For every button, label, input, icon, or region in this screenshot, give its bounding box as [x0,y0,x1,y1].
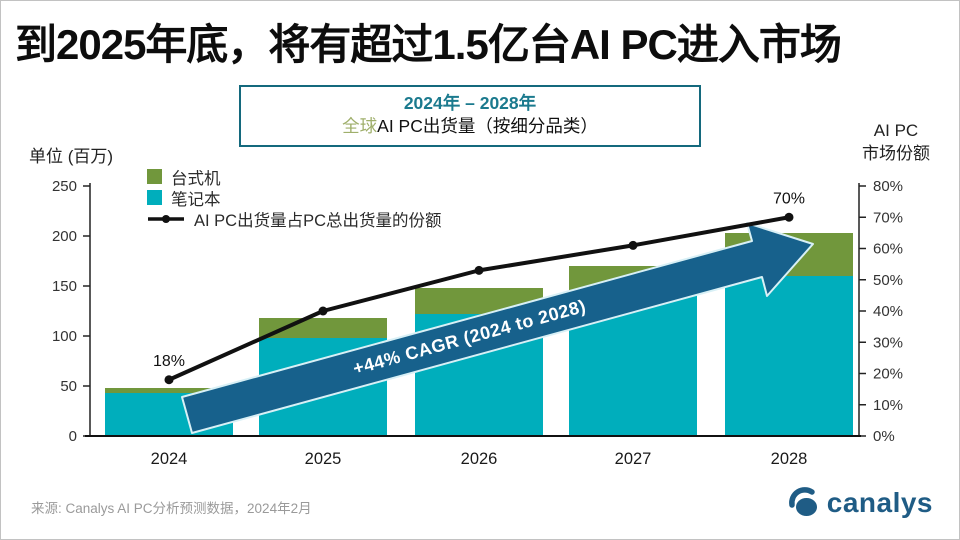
left-axis-tick-label: 50 [60,378,77,395]
canalys-logo-icon [788,487,817,516]
right-axis-tick-label: 0% [873,428,895,445]
subtitle-description: 全球AI PC出货量（按细分品类） [241,115,699,138]
left-axis-tick-label: 250 [52,178,77,195]
chart-legend: 台式机 笔记本 AI PC出货量占PC总出货量的份额 [147,166,442,230]
x-axis-label: 2024 [151,450,188,468]
bar-desktop-2024 [105,388,233,393]
legend-line-icon [148,214,184,223]
share-annotation-2028: 70% [773,190,805,207]
right-axis-tick-label: 50% [873,272,903,289]
subtitle-rest: AI PC出货量（按细分品类） [377,116,598,136]
legend-swatch-notebook-icon [147,190,162,205]
x-axis-label: 2025 [305,450,342,468]
right-axis-tick-label: 80% [873,178,903,195]
share-marker-2027 [628,240,638,250]
right-axis-tick-label: 70% [873,209,903,226]
subtitle-box: 2024年 – 2028年 全球AI PC出货量（按细分品类） [239,85,701,147]
subtitle-years: 2024年 – 2028年 [403,93,537,113]
legend-item-desktop: 台式机 [147,166,442,188]
canalys-logo: canalys [788,487,933,519]
left-axis-tick-label: 100 [52,328,77,345]
canalys-logo-text: canalys [826,487,933,518]
x-axis-label: 2026 [461,450,498,468]
x-axis-label: 2028 [771,450,808,468]
left-axis-title: 单位 (百万) [29,147,114,166]
left-axis-tick-label: 150 [52,278,77,295]
share-annotation-2024: 18% [153,353,185,370]
right-axis-title: AI PC 市场份额 [851,119,941,165]
bar-notebook-2028 [725,276,853,436]
page-title: 到2025年底，将有超过1.5亿台AI PC进入市场 [15,21,842,68]
legend-label-notebook: 笔记本 [171,190,221,209]
left-axis-tick-label: 0 [69,428,77,445]
right-axis-title-line2: 市场份额 [862,144,930,163]
subtitle-highlight: 全球 [342,116,378,136]
legend-label-desktop: 台式机 [171,169,221,188]
legend-item-notebook: 笔记本 [147,187,442,209]
legend-item-share-line: AI PC出货量占PC总出货量的份额 [147,208,442,230]
cagr-arrow [181,222,814,434]
right-axis-tick-label: 10% [873,397,903,414]
right-axis-title-line1: AI PC [873,121,919,140]
source-note: 来源: Canalys AI PC分析预测数据，2024年2月 [31,501,312,516]
x-axis-label: 2027 [615,450,652,468]
share-marker-2026 [474,265,484,275]
legend-label-share: AI PC出货量占PC总出货量的份额 [194,211,442,230]
right-axis-tick-label: 20% [873,366,903,383]
left-axis-tick-label: 200 [52,228,77,245]
right-axis-tick-label: 30% [873,334,903,351]
share-marker-2028 [784,212,794,222]
bar-desktop-2025 [259,318,387,338]
legend-swatch-desktop-icon [147,169,162,184]
share-marker-2024 [164,375,174,385]
right-axis-tick-label: 40% [873,303,903,320]
right-axis-tick-label: 60% [873,241,903,258]
share-marker-2025 [318,306,328,316]
